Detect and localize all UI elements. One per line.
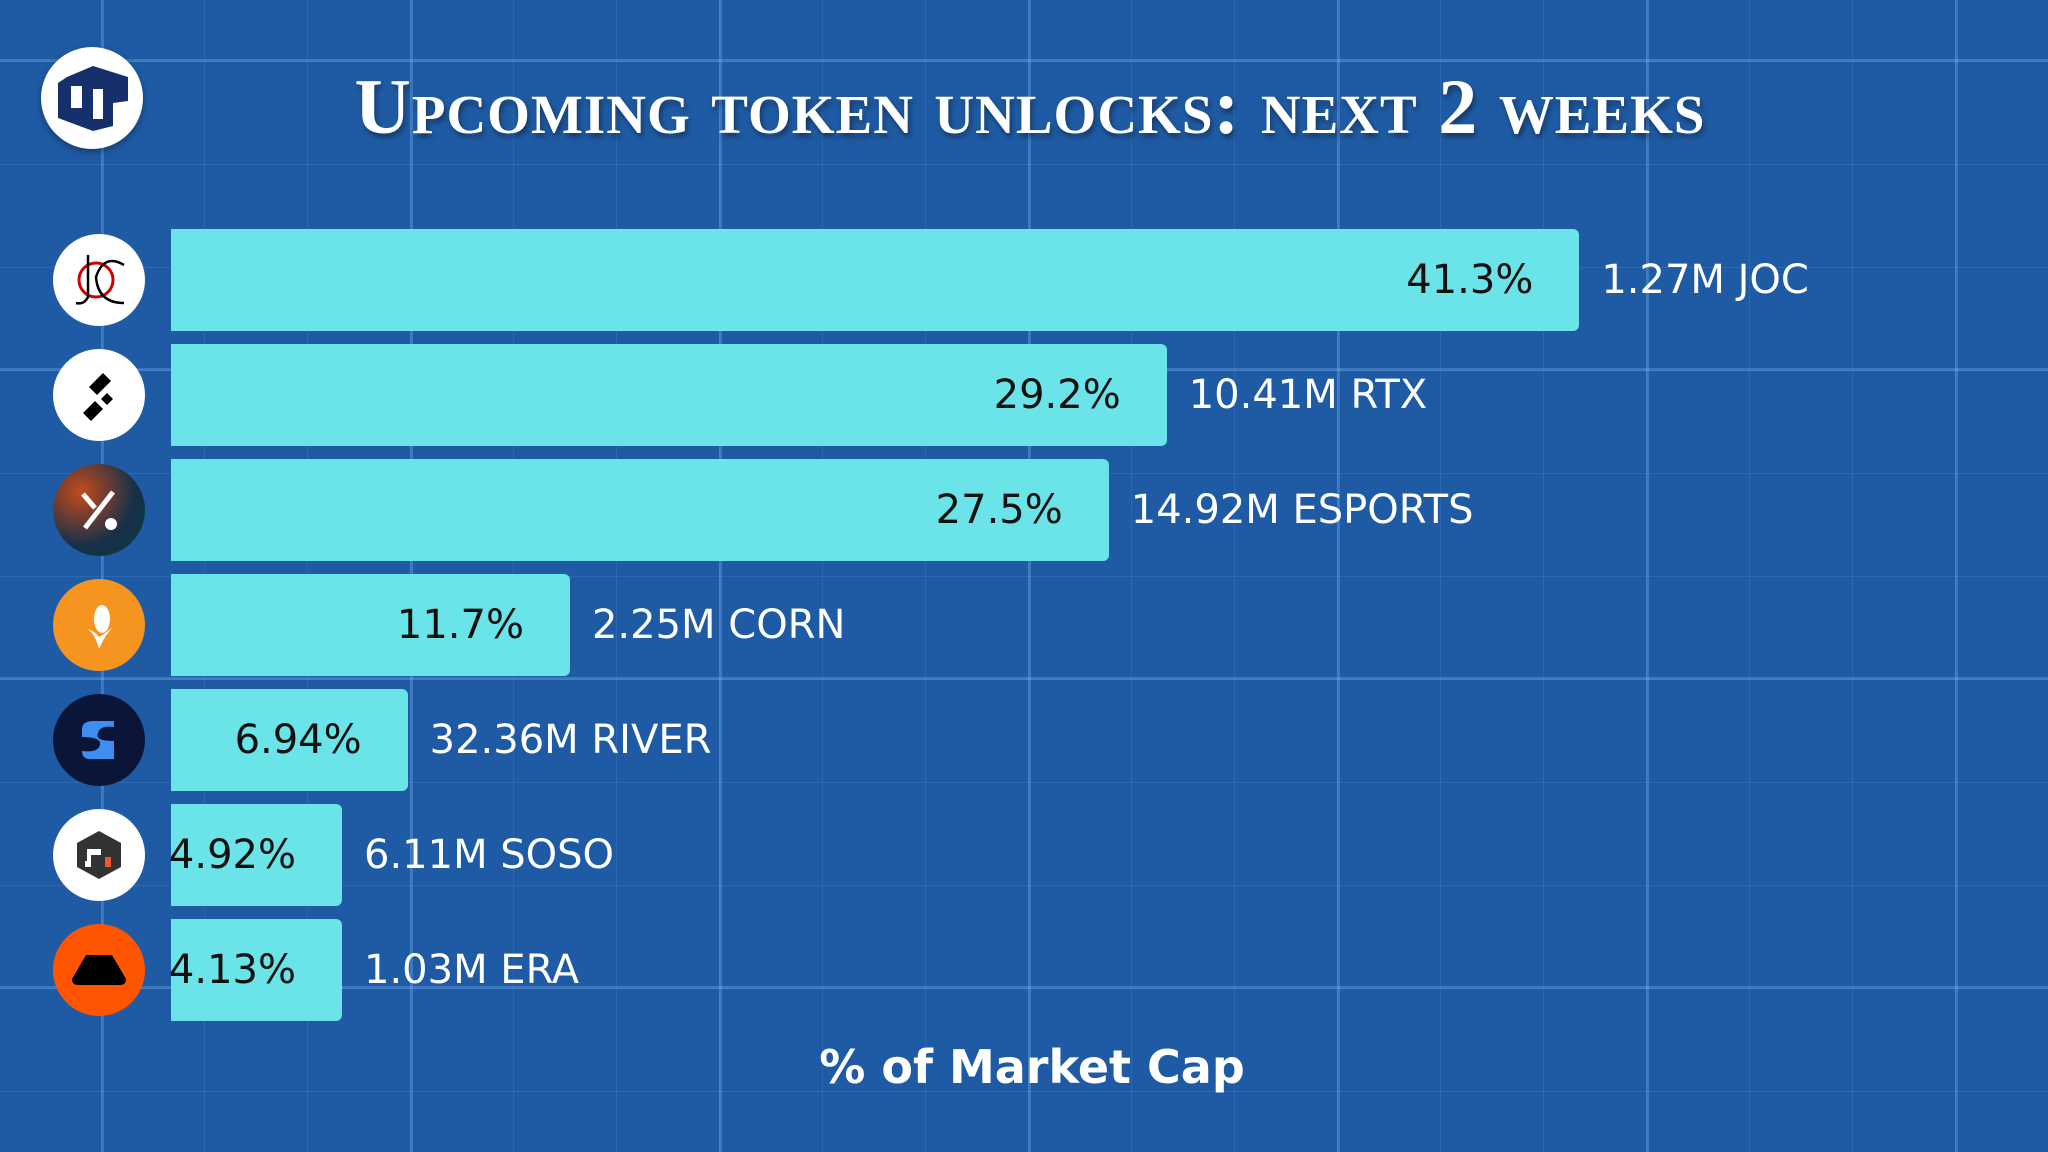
bar-row: 29.2% 10.41M RTX: [0, 344, 2048, 446]
bar: 11.7%: [171, 574, 570, 676]
value-label: 4.13%: [168, 947, 296, 993]
unlock-label: 14.92M ESPORTS: [1130, 487, 1474, 533]
value-label: 27.5%: [935, 487, 1063, 533]
bar: 41.3%: [171, 229, 1580, 331]
unlock-label: 1.03M ERA: [364, 947, 580, 993]
bar: 4.13%: [168, 919, 342, 1021]
esports-logo-icon: [53, 464, 145, 556]
brand-logo-icon: [41, 47, 143, 149]
unlock-label: 2.25M CORN: [591, 602, 846, 648]
unlock-label: 10.41M RTX: [1188, 372, 1428, 418]
chart-title: Upcoming token unlocks: next 2 weeks: [354, 63, 1706, 150]
value-label: 29.2%: [993, 372, 1121, 418]
bar-row: 6.94% 32.36M RIVER: [0, 689, 2048, 791]
joc-logo-icon: [53, 234, 145, 326]
x-axis-label: % of Market Cap: [819, 1040, 1245, 1094]
bar-row: 4.92% 6.11M SOSO: [0, 804, 2048, 906]
bar: 27.5%: [171, 459, 1109, 561]
rtx-logo-icon: [53, 349, 145, 441]
value-label: 4.92%: [168, 832, 296, 878]
bar: 4.92%: [168, 804, 342, 906]
bar: 29.2%: [171, 344, 1167, 446]
value-label: 6.94%: [234, 717, 362, 763]
value-label: 11.7%: [396, 602, 524, 648]
bar-row: 4.13% 1.03M ERA: [0, 919, 2048, 1021]
bar-row: 41.3% 1.27M JOC: [0, 229, 2048, 331]
unlock-label: 32.36M RIVER: [429, 717, 712, 763]
corn-logo-icon: [53, 579, 145, 671]
unlock-label: 1.27M JOC: [1601, 257, 1809, 303]
bar-row: 27.5% 14.92M ESPORTS: [0, 459, 2048, 561]
soso-logo-icon: [53, 809, 145, 901]
era-logo-icon: [53, 924, 145, 1016]
value-label: 41.3%: [1406, 257, 1534, 303]
unlock-label: 6.11M SOSO: [364, 832, 615, 878]
river-logo-icon: [53, 694, 145, 786]
bar: 6.94%: [171, 689, 408, 791]
bar-row: 11.7% 2.25M CORN: [0, 574, 2048, 676]
